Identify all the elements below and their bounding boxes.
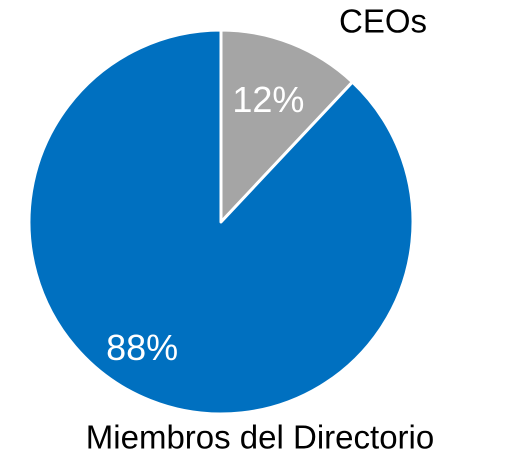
data-label: 88% (106, 327, 178, 368)
labels: 12% CEOs 88% Miembros del Directorio (86, 3, 434, 456)
pie (27, 28, 415, 416)
data-label: 12% (232, 79, 304, 120)
pie-slice (219, 28, 354, 224)
pie-slice (27, 28, 415, 416)
category-label: CEOs (339, 3, 427, 40)
category-label: Miembros del Directorio (86, 419, 434, 456)
